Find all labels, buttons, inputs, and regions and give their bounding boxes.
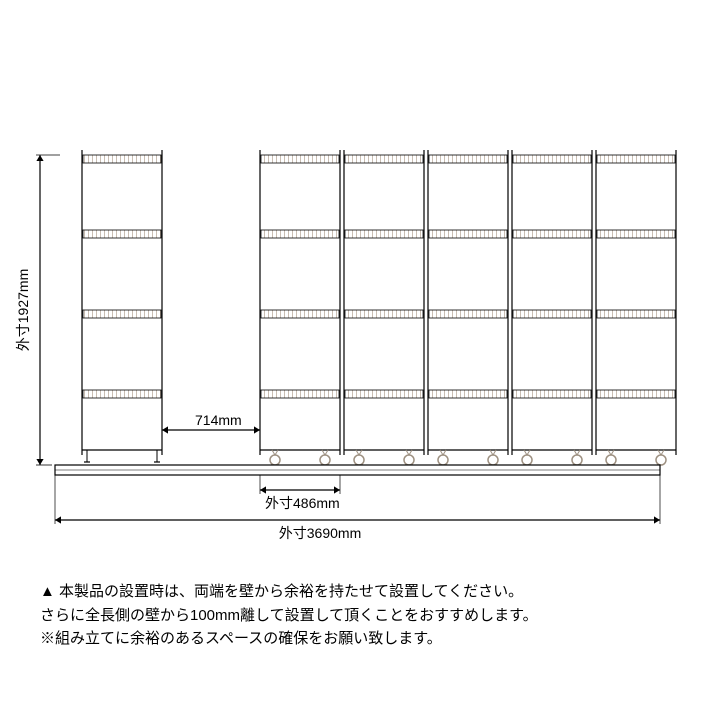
note-line-1: ▲ 本製品の設置時は、両端を壁から余裕を持たせて設置してください。 xyxy=(40,580,670,603)
shelving-unit xyxy=(513,155,591,465)
shelving-unit xyxy=(597,155,675,465)
dim-gap-label: 714mm xyxy=(195,412,242,428)
note-line-2: さらに全長側の壁から100mm離して設置して頂くことをおすすめします。 xyxy=(40,604,670,627)
shelving-unit xyxy=(429,155,507,465)
note-line-3: ※組み立てに余裕のあるスペースの確保をお願い致します。 xyxy=(40,627,670,650)
shelving-unit xyxy=(345,155,423,465)
installation-note: ▲ 本製品の設置時は、両端を壁から余裕を持たせて設置してください。 さらに全長側… xyxy=(40,580,670,650)
shelving-unit xyxy=(83,155,161,398)
dim-height-label: 外寸1927mm xyxy=(15,269,31,351)
dim-unit-width-label: 外寸486mm xyxy=(265,495,340,511)
dim-total-width-label: 外寸3690mm xyxy=(279,525,361,541)
shelving-unit xyxy=(261,155,339,465)
